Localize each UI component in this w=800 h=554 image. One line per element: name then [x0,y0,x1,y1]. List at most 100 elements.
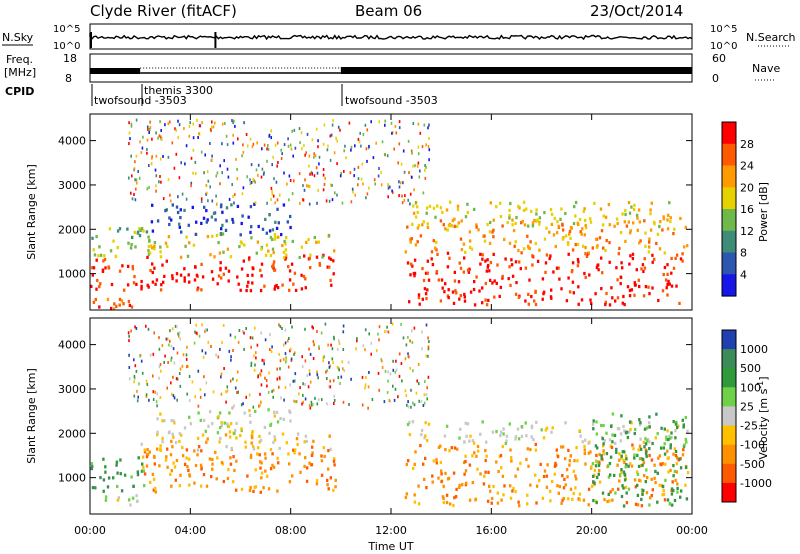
velocity-cell [412,466,415,471]
velocity-cell [304,397,307,401]
velocity-cell [232,455,235,459]
velocity-cell [176,398,178,402]
velocity-cell [329,447,332,451]
power-cell [569,226,573,230]
velocity-cell [463,472,466,476]
power-cell [241,154,243,158]
velocity-cell [519,461,522,465]
power-cell [446,228,449,232]
velocity-cell [168,430,171,434]
power-cell [529,240,532,244]
power-cell [139,228,142,232]
power-cell [638,284,641,289]
velocity-cell [628,420,632,424]
velocity-cell [178,439,181,443]
velocity-cell [235,436,238,440]
velocity-cell [427,422,431,426]
power-cell [602,246,605,250]
velocity-cell [170,381,172,385]
power-cell [463,292,466,296]
power-cell [393,147,395,151]
power-cell [219,164,221,168]
velocity-cell [333,463,336,467]
velocity-cell [378,338,380,342]
velocity-cell [535,501,538,505]
power-cell [177,136,179,140]
power-cell [332,259,335,263]
power-cell [466,210,469,215]
velocity-cell [664,462,667,466]
velocity-cell [245,327,247,330]
velocity-cell [183,426,187,430]
velocity-cell [188,375,191,378]
power-cell [200,197,203,201]
velocity-cell [673,447,676,451]
velocity-cell [421,347,423,351]
velocity-cell [302,382,304,386]
velocity-cell [627,464,630,468]
velocity-cell [229,333,232,337]
velocity-cell [502,427,505,431]
power-cell [292,154,294,158]
velocity-cell [447,476,451,480]
velocity-cell [252,444,255,449]
power-cell [451,219,455,223]
velocity-cell [140,359,143,363]
power-cell [648,240,651,244]
velocity-cell [640,504,644,508]
power-cell [401,194,403,198]
freq-tick-top: 18 [63,52,77,65]
velocity-cell [202,355,205,359]
velocity-cell [94,486,97,490]
velocity-cell [264,338,267,342]
power-cell [538,248,541,252]
power-cell [171,141,174,145]
date-title: 23/Oct/2014 [590,2,683,20]
velocity-cell [607,464,610,468]
power-cell [252,266,255,270]
velocity-cell [325,370,327,374]
velocity-cell [139,354,141,358]
velocity-cell [152,488,155,492]
power-cell [302,184,304,188]
power-cell [489,220,492,225]
velocity-cell [672,464,675,468]
velocity-cell [263,452,267,456]
power-cell [485,303,489,307]
power-cell [491,281,494,285]
velocity-cell [620,456,623,460]
velocity-cell [115,460,119,464]
power-cell [642,269,645,273]
power-cell [288,278,292,282]
power-cell [386,154,389,158]
power-cell [250,181,253,184]
power-cell [618,246,621,250]
power-cell [499,285,502,289]
velocity-cell [263,362,265,366]
power-cell [151,156,153,160]
power-cell [156,219,160,223]
power-cell [421,145,424,149]
power-cell [370,120,372,124]
power-cell [360,177,363,181]
power-cell [557,224,560,228]
power-cell [130,122,133,126]
power-cell [272,266,275,270]
power-cell [327,144,329,148]
power-cell [271,228,275,232]
velocity-cell [315,482,319,486]
power-cell [179,208,182,212]
power-cell [161,263,164,267]
power-cell [252,142,255,146]
velocity-cell [272,388,275,392]
power-cell [625,224,629,228]
velocity-cell [161,436,164,441]
power-cell [488,241,492,245]
power-cell [424,168,426,172]
power-cell [421,267,424,271]
power-cell [449,200,452,204]
beam-title: Beam 06 [355,2,422,20]
x-tick-label: 00:00 [74,524,106,537]
power-cell [468,267,471,271]
velocity-cell [673,469,677,473]
